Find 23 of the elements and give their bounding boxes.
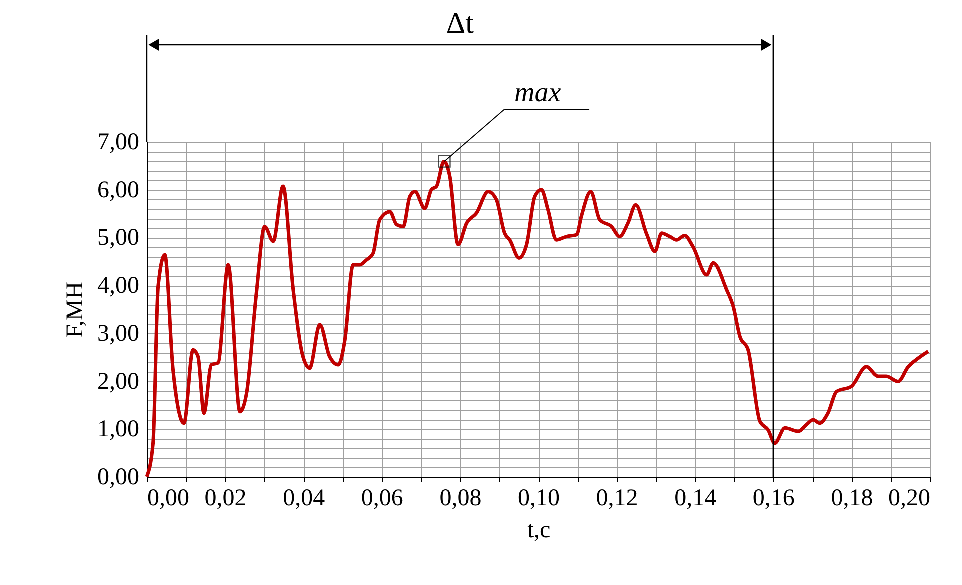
x-tick-label: 0,04 <box>283 486 326 512</box>
x-tick-label: 0,06 <box>361 486 404 512</box>
x-tick-label: 0,02 <box>204 486 247 512</box>
y-tick-label: 4,00 <box>98 273 140 300</box>
y-tick-label: 1,00 <box>98 416 140 443</box>
x-tick-label: 0,14 <box>674 486 717 512</box>
y-axis-title: F,МН <box>62 282 88 338</box>
ref-line-label: Δt <box>446 7 475 40</box>
x-tick-label: 0,00 <box>148 486 190 512</box>
x-tick-label: 0,08 <box>440 486 482 512</box>
x-tick-label: 0,10 <box>518 486 560 512</box>
y-tick-label: 7,00 <box>98 130 140 156</box>
x-axis-title: t,с <box>527 518 551 544</box>
y-tick-label: 6,00 <box>98 177 140 204</box>
annotation: max <box>514 78 562 109</box>
x-tick-label: 0,16 <box>752 486 795 512</box>
y-tick-label: 3,00 <box>98 320 140 347</box>
y-tick-label: 5,00 <box>98 225 140 252</box>
y-tick-label: 0,00 <box>98 464 140 490</box>
x-tick-label: 0,12 <box>596 486 638 512</box>
x-tick-label: 0,18 <box>831 486 874 512</box>
x-tick-label: 0,20 <box>888 486 930 512</box>
y-tick-label: 2,00 <box>98 368 140 395</box>
